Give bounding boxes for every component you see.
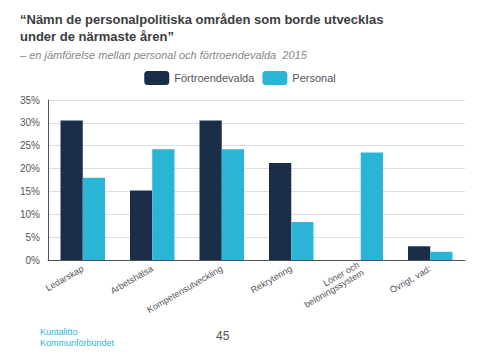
svg-text:Rekrytering: Rekrytering	[249, 264, 294, 296]
svg-text:Förtroendevalda: Förtroendevalda	[174, 72, 255, 84]
svg-text:5%: 5%	[26, 232, 41, 243]
svg-text:Kompetensutveckling: Kompetensutveckling	[145, 264, 224, 315]
svg-text:25%: 25%	[20, 140, 40, 151]
svg-text:45: 45	[216, 329, 230, 343]
svg-text:15%: 15%	[20, 186, 40, 197]
svg-text:Arbetshälsa: Arbetshälsa	[109, 264, 155, 296]
svg-text:belöningssystem: belöningssystem	[303, 268, 366, 310]
svg-text:Kuntalitto: Kuntalitto	[40, 327, 78, 337]
svg-text:Personal: Personal	[292, 72, 335, 84]
svg-text:Ledarskap: Ledarskap	[44, 264, 85, 294]
svg-text:Löner och: Löner och	[321, 259, 361, 289]
svg-text:Övrigt, vad:: Övrigt, vad:	[388, 264, 433, 296]
svg-text:Kommunförbundet: Kommunförbundet	[40, 338, 115, 348]
svg-text:– en jämförelse mellan persona: – en jämförelse mellan personal och fört…	[19, 49, 308, 61]
svg-text:35%: 35%	[20, 95, 40, 106]
svg-text:0%: 0%	[26, 255, 41, 266]
svg-text:under de närmaste åren”: under de närmaste åren”	[20, 29, 174, 44]
svg-text:30%: 30%	[20, 117, 40, 128]
svg-text:20%: 20%	[20, 163, 40, 174]
svg-text:10%: 10%	[20, 209, 40, 220]
svg-text:“Nämn de personalpolitiska omr: “Nämn de personalpolitiska områden som b…	[20, 12, 383, 27]
